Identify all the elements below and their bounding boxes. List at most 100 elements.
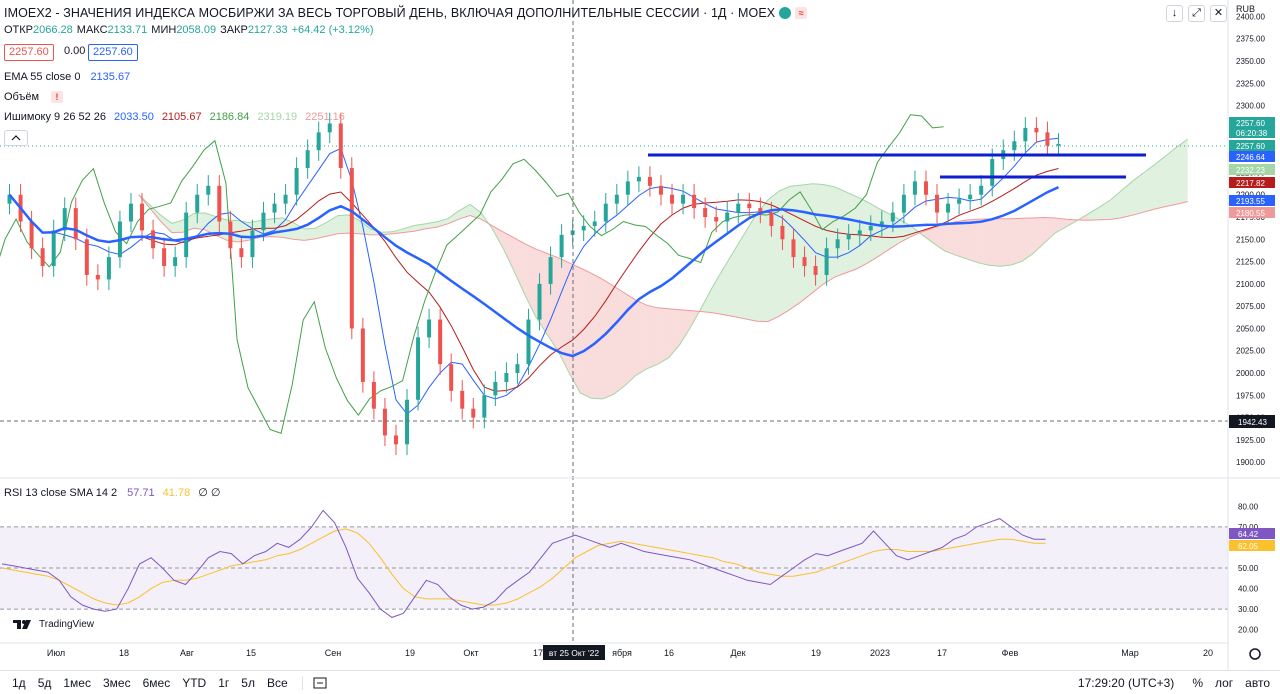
candle-body [890,212,895,222]
price-tick-label: 2375.00 [1236,35,1265,44]
close-icon: ✕ [1213,7,1224,19]
price-tick-label: 2050.00 [1236,324,1265,333]
rsi-pane [0,509,1228,618]
price-label-bg [1229,177,1275,188]
candle-body [625,181,630,195]
price-label-text: 2180.55 [1236,209,1265,218]
ichimoku-cloud-segment [403,225,415,233]
crosshair-price-text: 1942.43 [1238,418,1267,427]
log-toggle[interactable]: лог [1214,675,1234,690]
ichimoku-value: 2033.50 [114,111,154,123]
ichimoku-cloud-segment [944,221,956,256]
arrow-down-button[interactable]: ↓ [1166,5,1183,22]
ichimoku-cloud-segment [591,273,603,399]
ema-value: 2135.67 [90,71,131,83]
percent-toggle[interactable]: % [1192,675,1203,690]
buy-price-button[interactable]: 2257.60 [88,44,138,61]
ichimoku-cloud-segment [889,214,901,250]
ichimoku-cloud-segment [171,220,183,233]
candle-body [173,257,178,267]
price-label-bg [1229,140,1275,151]
candle-body [40,248,45,267]
timeframe-6мес[interactable]: 6мес [142,675,171,690]
time-tick-label: ября [612,648,632,658]
candle-body [140,203,145,231]
time-tick-label: Фев [1002,648,1019,658]
ohlc-legend: ОТКР2066.28 МАКС2133.71 МИН2058.09 ЗАКР2127… [4,24,374,36]
ichimoku-cloud-segment [779,186,791,317]
rsi-label-text: 64.42 [1238,530,1259,539]
candle-body [29,221,34,249]
time-tick-label: 19 [811,648,821,658]
ichimoku-value: 2319.19 [257,111,298,123]
candle-body [239,248,244,258]
price-label-bg [1229,151,1275,162]
ichimoku-cloud-segment [790,185,802,310]
close-button[interactable]: ✕ [1210,5,1227,22]
volume-legend[interactable]: Объём ! [4,91,64,103]
symbol-title[interactable]: IMOEX2 - ЗНАЧЕНИЯ ИНДЕКСА МОСБИРЖИ ЗА ВЕ… [4,6,808,20]
tradingview-logo-icon [13,620,31,629]
ichimoku-cloud-segment [503,231,515,272]
candle-body [316,132,321,151]
ichimoku-legend[interactable]: Ишимоку 9 26 52 26 2033.50 2105.67 2186.84… [4,111,345,123]
ichimoku-cloud-segment [580,268,592,399]
timeframe-3мес[interactable]: 3мес [102,675,131,690]
candle-body [1034,127,1039,133]
ichimoku-cloud-segment [1165,147,1177,207]
fullscreen-button[interactable]: ⤢ [1188,5,1205,22]
rsi-sma-value: 41.78 [162,486,191,499]
candle-body [106,257,111,280]
spread-value: 0.00 [64,45,86,57]
timeframe-5д[interactable]: 5д [37,675,52,690]
rsi-legend[interactable]: RSI 13 close SMA 14 2 57.71 41.78 ∅ ∅ [4,486,220,500]
auto-toggle[interactable]: авто [1245,675,1270,690]
candle-body [692,194,697,209]
ichimoku-value: 2186.84 [209,111,250,123]
collapse-legend-button[interactable] [4,130,28,146]
status-badge[interactable]: ≈ [795,7,808,19]
rsi-label: RSI 13 close SMA 14 2 [4,486,118,499]
ichimoku-cloud-segment [1143,164,1155,213]
candle-body [747,203,752,209]
timeframe-5л[interactable]: 5л [241,675,255,690]
warning-icon[interactable]: ! [51,91,64,103]
ema-legend[interactable]: EMA 55 close 0 2135.67 [4,71,130,83]
sell-price-button[interactable]: 2257.60 [4,44,54,61]
candle-body [802,257,807,267]
ichimoku-cloud-segment [315,222,327,239]
ohlc-key: ЗАКР [220,24,248,36]
ichimoku-cloud-segment [955,220,967,259]
tradingview-watermark[interactable]: TradingView [8,616,99,632]
ichimoku-cloud-segment [999,218,1011,267]
timeframe-1мес[interactable]: 1мес [63,675,91,690]
ohlc-value: 2066.28 [33,24,73,36]
price-tick-label: 2100.00 [1236,280,1265,289]
watermark-text: TradingView [39,618,95,630]
ohlc-value: +64.42 (+3.12%) [291,24,374,36]
ichimoku-cloud-segment [657,307,669,365]
time-tick-label: 16 [664,648,674,658]
price-label-text: 2232.23 [1236,166,1265,175]
candle-body [371,381,376,409]
market-open-icon [779,7,792,19]
ichimoku-cloud-segment [845,191,857,273]
candle-body [460,390,465,409]
price-tick-label: 1975.00 [1236,391,1265,400]
currency-label[interactable]: RUB [1236,4,1256,14]
date-range-icon[interactable] [311,676,329,690]
timeframe-Все[interactable]: Все [266,675,288,690]
timeframe-YTD[interactable]: YTD [182,675,207,690]
candle-body [95,274,100,280]
timeframe-1г[interactable]: 1г [218,675,230,690]
candle-body [946,203,951,213]
clock-readout[interactable]: 17:29:20 (UTC+3) [1077,675,1175,690]
candle-body [195,194,200,213]
ichimoku-cloud-segment [514,237,526,296]
time-tick-label: Авг [180,648,195,658]
crosshair-time-bg [543,645,605,660]
gear-icon[interactable] [1249,648,1261,660]
candle-body [382,408,387,436]
timeframe-1д[interactable]: 1д [12,675,26,690]
